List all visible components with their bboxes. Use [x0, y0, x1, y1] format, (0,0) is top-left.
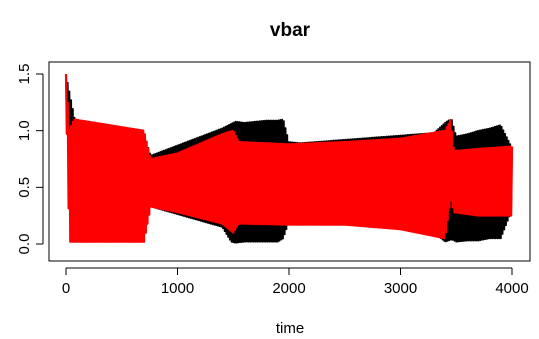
y-tick-label: 0.0 [16, 234, 33, 255]
series-layer [64, 73, 514, 244]
y-tick-label: 0.5 [16, 177, 33, 198]
x-axis: 0 1000 2000 3000 4000 [62, 267, 529, 297]
series-line-2 [64, 73, 514, 243]
x-tick-label: 2000 [272, 280, 305, 297]
x-axis-label: time [276, 320, 304, 337]
x-tick-label: 3000 [384, 280, 417, 297]
y-tick-label: 1.0 [16, 120, 33, 141]
chart-title: vbar [270, 20, 311, 41]
x-tick-label: 1000 [161, 280, 194, 297]
x-tick-label: 4000 [495, 280, 528, 297]
x-tick-label: 0 [62, 280, 70, 297]
plot-border [48, 61, 531, 262]
y-tick-label: 1.5 [16, 64, 33, 85]
y-axis: 0.0 0.5 1.0 1.5 [16, 64, 44, 255]
